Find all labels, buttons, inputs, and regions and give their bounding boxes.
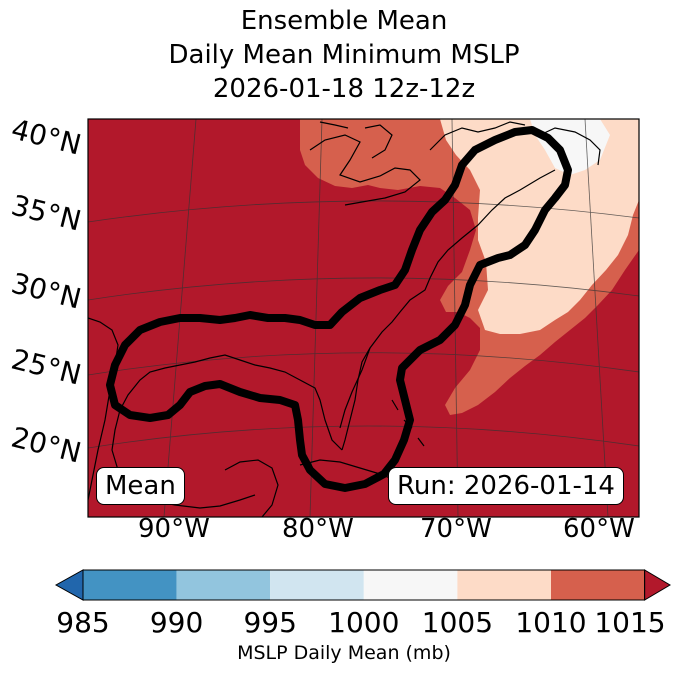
title-line-2: Daily Mean Minimum MSLP (168, 40, 520, 70)
colorbar-segment-1005 (457, 570, 551, 600)
colorbar-tick-1010: 1010 (515, 606, 587, 639)
parallel-30n (88, 277, 639, 301)
meridian-60w (584, 119, 609, 517)
parallel-35n (88, 200, 639, 223)
lon-label-60w: 60°W (563, 514, 635, 544)
coastline-canada (429, 121, 601, 166)
coastline-florida (339, 347, 371, 429)
meridian-80w (309, 119, 323, 517)
coastline-yucatan (224, 459, 279, 517)
mslp-contour-outline (106, 126, 572, 492)
colorbar-label: MSLP Daily Mean (mb) (237, 642, 451, 664)
colorbar-arrow-low (54, 569, 84, 601)
colorbar-segment-1010 (551, 570, 645, 600)
lon-label-70w: 70°W (420, 514, 492, 544)
parallel-25n (88, 352, 639, 376)
parallel-20n (88, 425, 639, 449)
colorbar-tick-985: 985 (56, 606, 110, 639)
colorbar-segment-985 (83, 570, 177, 600)
colorbar-segment-990 (176, 570, 271, 600)
colorbar-tick-995: 995 (243, 606, 297, 639)
colorbar-arrow-high (644, 569, 671, 601)
lon-label-80w: 80°W (282, 514, 354, 544)
lon-label-90w: 90°W (138, 514, 210, 544)
field-white (530, 119, 610, 175)
colorbar-segment-995 (270, 570, 364, 600)
colorbar-tick-1000: 1000 (328, 606, 400, 639)
colorbar-tick-1005: 1005 (421, 606, 494, 639)
title-line-3: 2026-01-18 12z-12z (212, 74, 476, 104)
title-line-1: Ensemble Mean (240, 6, 448, 36)
colorbar-tick-1015: 1015 (594, 606, 666, 639)
mean-box: Mean (96, 467, 185, 505)
colorbar-tick-990: 990 (149, 606, 204, 639)
colorbar-frame (82, 569, 646, 601)
run-date-box: Run: 2026-01-14 (388, 467, 624, 505)
coastline-great-lakes (309, 121, 421, 206)
colorbar-segment-1000 (363, 570, 458, 600)
coastline-east-us (341, 169, 556, 451)
map-frame (87, 118, 640, 518)
